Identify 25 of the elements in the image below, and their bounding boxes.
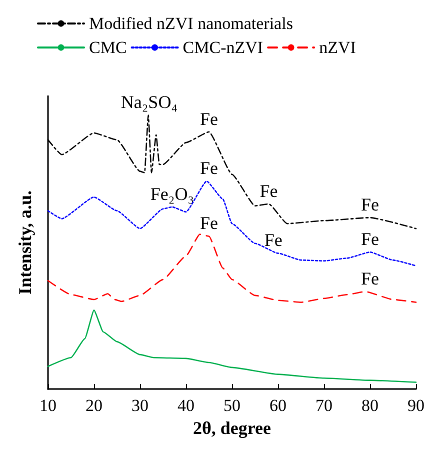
x-tick-label: 90 bbox=[408, 396, 424, 416]
x-tick-label: 70 bbox=[316, 396, 332, 416]
x-tick-label: 10 bbox=[40, 396, 56, 416]
annotation: Fe bbox=[260, 180, 278, 201]
legend-label: CMC-nZVI bbox=[182, 38, 264, 57]
x-tick-label: 80 bbox=[362, 396, 378, 416]
x-tick-label: 40 bbox=[178, 396, 194, 416]
annotation: Fe bbox=[200, 108, 218, 129]
x-tick-label: 20 bbox=[86, 396, 102, 416]
x-tick-label: 60 bbox=[270, 396, 286, 416]
annotation: Fe bbox=[200, 158, 218, 178]
annotation: Fe bbox=[361, 229, 380, 250]
x-tick-label: 30 bbox=[132, 396, 148, 416]
annotation: Fe bbox=[361, 268, 380, 289]
annotation: Fe₂O₃ bbox=[150, 184, 194, 204]
annotation: Na₂SO₄ bbox=[120, 92, 178, 112]
legend-label: nZVI bbox=[319, 38, 356, 57]
legend-label: CMC bbox=[89, 38, 127, 57]
x-axis-title: 2θ, degree bbox=[192, 418, 272, 438]
legend-label: Modified nZVI nanomaterials bbox=[89, 14, 293, 33]
y-axis-title: Intensity, a.u. bbox=[15, 190, 35, 295]
annotation: Fe bbox=[264, 230, 282, 250]
annotation: Fe bbox=[361, 194, 380, 215]
x-tick-label: 50 bbox=[224, 396, 240, 416]
annotation: Fe bbox=[200, 213, 218, 234]
